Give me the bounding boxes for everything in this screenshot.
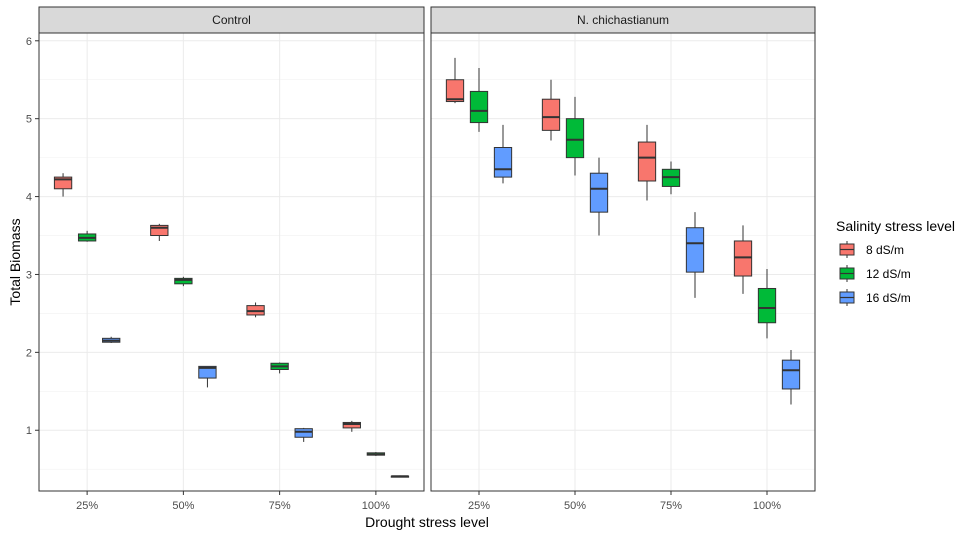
strip-label: Control [212, 13, 251, 27]
x-tick-label: 50% [172, 500, 194, 512]
y-axis-title: Total Biomass [7, 218, 23, 305]
box-body [781, 359, 801, 390]
legend-items: 8 dS/m 12 dS/m 16 dS/m [837, 241, 911, 306]
box-100%-16dSm [390, 475, 410, 478]
box-100%-8dSm [342, 420, 361, 432]
box-body [445, 79, 465, 103]
box-100%-12dSm [366, 452, 386, 456]
box-25%-12dSm [77, 230, 97, 242]
legend-title: Salinity stress level [836, 218, 955, 234]
panel-background [431, 33, 815, 491]
box-body [469, 90, 489, 124]
legend-item: 12 dS/m [837, 265, 911, 282]
box-75%-8dSm [637, 124, 657, 201]
box-75%-8dSm [246, 302, 265, 318]
panel-background [39, 33, 424, 491]
box-100%-16dSm [781, 350, 801, 405]
box-50%-8dSm [150, 223, 169, 241]
box-25%-8dSm [53, 173, 73, 197]
box-body [589, 172, 609, 213]
box-body [150, 224, 169, 237]
box-25%-16dSm [493, 124, 513, 184]
box-25%-8dSm [445, 57, 465, 104]
box-75%-16dSm [294, 427, 313, 442]
panels-layer: Control 25% 50% 75% 100% N. chichastianum 25% 5… [38, 6, 816, 512]
box-body [637, 141, 657, 182]
legend-item: 16 dS/m [837, 289, 911, 306]
box-body [541, 98, 561, 131]
y-tick-label: 2 [26, 347, 32, 359]
box-body [685, 227, 705, 273]
legend-item: 8 dS/m [837, 241, 904, 258]
box-50%-8dSm [541, 79, 561, 141]
box-50%-12dSm [174, 276, 193, 287]
strip-label: N. chichastianum [577, 13, 669, 27]
x-tick-label: 25% [76, 500, 98, 512]
box-body [565, 118, 585, 159]
y-tick-label: 3 [26, 269, 32, 281]
box-body [342, 421, 361, 429]
box-body [294, 428, 313, 438]
x-tick-label: 75% [660, 500, 682, 512]
panel-0: Control 25% 50% 75% 100% [38, 6, 425, 512]
box-body [53, 176, 73, 190]
box-25%-16dSm [102, 336, 121, 344]
panel-1: N. chichastianum 25% 50% 75% 100% [430, 6, 816, 512]
box-100%-12dSm [757, 269, 777, 339]
x-tick-label: 50% [564, 500, 586, 512]
strip-background [430, 6, 816, 34]
y-axis: 1 2 3 4 5 6 [26, 36, 39, 437]
y-tick-label: 6 [26, 36, 32, 48]
box-75%-12dSm [270, 362, 289, 374]
box-body [757, 287, 777, 324]
legend-label: 16 dS/m [866, 291, 911, 305]
x-tick-label: 75% [269, 500, 291, 512]
box-body [198, 365, 217, 379]
box-75%-12dSm [661, 161, 681, 195]
y-tick-label: 5 [26, 114, 32, 126]
x-axis-title: Drought stress level [365, 514, 489, 530]
box-75%-16dSm [685, 212, 705, 298]
x-tick-label: 100% [362, 500, 390, 512]
box-50%-16dSm [589, 157, 609, 236]
x-tick-label: 25% [468, 500, 490, 512]
box-25%-12dSm [469, 68, 489, 132]
x-tick-label: 100% [753, 500, 781, 512]
legend-label: 12 dS/m [866, 267, 911, 281]
strip-background [38, 6, 425, 34]
y-tick-label: 4 [26, 192, 32, 204]
box-50%-12dSm [565, 96, 585, 176]
y-tick-label: 1 [26, 425, 32, 437]
box-body [174, 277, 193, 285]
box-100%-8dSm [733, 225, 753, 294]
legend: Salinity stress level 8 dS/m 12 dS/m 16 dS… [836, 218, 955, 306]
box-body [733, 240, 753, 277]
box-body [493, 147, 513, 178]
box-50%-16dSm [198, 365, 217, 388]
legend-label: 8 dS/m [866, 243, 904, 257]
